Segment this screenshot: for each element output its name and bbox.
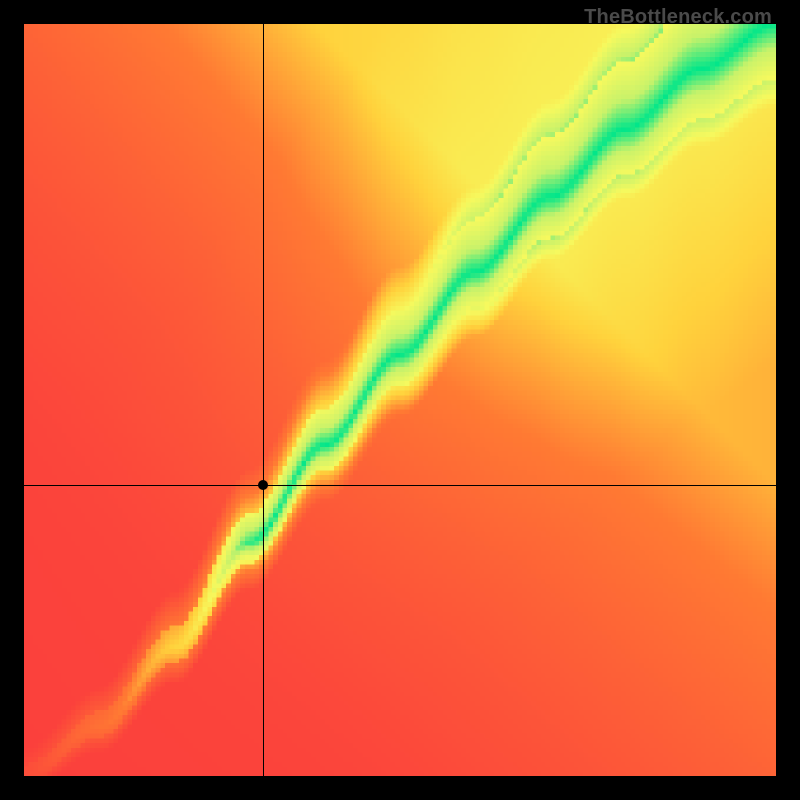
heatmap-plot bbox=[24, 24, 776, 776]
crosshair-marker-dot bbox=[258, 480, 268, 490]
crosshair-horizontal bbox=[24, 485, 776, 486]
crosshair-vertical bbox=[263, 24, 264, 776]
watermark-text: TheBottleneck.com bbox=[584, 6, 772, 29]
heatmap-canvas bbox=[24, 24, 776, 776]
